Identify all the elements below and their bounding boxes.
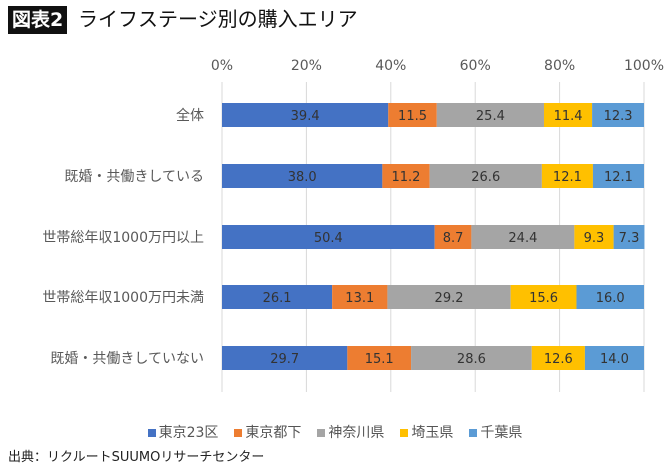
bar-segment [592, 103, 644, 127]
x-tick-label: 100% [624, 58, 664, 74]
data-label: 7.3 [619, 231, 640, 246]
bar-segment [387, 285, 511, 309]
legend-item: 千葉県 [469, 425, 522, 441]
bar-segment [541, 164, 593, 188]
legend-swatch [234, 429, 243, 437]
data-label: 14.0 [600, 352, 629, 367]
bar-segment [584, 346, 644, 370]
data-label: 8.7 [443, 231, 464, 246]
data-label: 39.4 [291, 109, 320, 124]
data-label: 28.6 [457, 352, 486, 367]
bar-segment [613, 225, 645, 249]
bar-segment [388, 103, 437, 127]
data-label: 12.1 [553, 170, 582, 185]
data-label: 29.2 [435, 291, 464, 306]
legend-label: 埼玉県 [411, 425, 454, 441]
bar-segment [411, 346, 532, 370]
bar-segment [222, 103, 389, 127]
bar-segment [436, 103, 544, 127]
x-tick-label: 60% [460, 58, 491, 74]
legend-swatch [400, 429, 409, 437]
bar-segment [222, 164, 383, 188]
category-label: 既婚・共働きしていない [50, 351, 204, 367]
bar-segment [592, 164, 644, 188]
bar-segment [434, 225, 472, 249]
legend-label: 千葉県 [480, 425, 523, 441]
data-label: 11.4 [554, 109, 583, 124]
data-label: 9.3 [584, 231, 605, 246]
data-label: 50.4 [314, 231, 343, 246]
data-label: 12.1 [604, 170, 633, 185]
category-label: 既婚・共働きしている [64, 169, 204, 185]
data-label: 12.6 [544, 352, 573, 367]
bar-segment [531, 346, 585, 370]
bar-segment [510, 285, 577, 309]
legend-item: 神奈川県 [317, 425, 384, 441]
data-label: 15.6 [529, 291, 558, 306]
legend-item: 東京都下 [234, 425, 301, 441]
legend-swatch [469, 429, 478, 437]
bar-segment [222, 285, 333, 309]
data-label: 11.5 [398, 109, 427, 124]
x-tick-label: 80% [544, 58, 575, 74]
category-label: 世帯総年収1000万円以上 [42, 230, 204, 246]
source-note: 出典：リクルートSUUMOリサーチセンター [8, 450, 265, 465]
data-label: 13.1 [345, 291, 374, 306]
plot-area: 0% 20% 40% 60% 80% 100% 全体 39.4 11.5 25.4 11.4 12.3… [42, 58, 664, 392]
x-tick-label: 20% [291, 58, 322, 74]
x-tick-label: 0% [211, 58, 233, 74]
bar-segment [382, 164, 430, 188]
data-label: 38.0 [288, 170, 317, 185]
data-label: 24.4 [508, 231, 537, 246]
legend-swatch [317, 429, 326, 437]
legend: 東京23区 東京都下 神奈川県 埼玉県 千葉県 [0, 422, 670, 442]
data-label: 29.7 [270, 352, 299, 367]
data-label: 15.1 [365, 352, 394, 367]
bar-segment [332, 285, 388, 309]
legend-label: 東京23区 [158, 425, 219, 441]
bar-segment [429, 164, 542, 188]
legend-item: 東京23区 [147, 425, 219, 441]
bar-segment [222, 346, 348, 370]
bar-segment [222, 225, 435, 249]
figure-badge: 図表2 [8, 6, 68, 34]
category-label: 世帯総年収1000万円未満 [42, 290, 204, 306]
data-label: 26.6 [471, 170, 500, 185]
legend-swatch [147, 429, 156, 437]
data-label: 12.3 [604, 109, 633, 124]
category-label: 全体 [176, 107, 204, 124]
data-label: 26.1 [263, 291, 292, 306]
legend-label: 東京都下 [245, 425, 302, 441]
legend-label: 神奈川県 [328, 425, 385, 441]
legend-item: 埼玉県 [400, 425, 453, 441]
chart-title: ライフステージ別の購入エリア [78, 7, 358, 31]
bar-segment [347, 346, 412, 370]
bar-segment [574, 225, 614, 249]
bar-segment [543, 103, 593, 127]
data-label: 11.2 [392, 170, 421, 185]
data-label: 16.0 [596, 291, 625, 306]
data-label: 25.4 [476, 109, 505, 124]
x-tick-label: 40% [375, 58, 406, 74]
bar-segment [576, 285, 644, 309]
bar-segment [471, 225, 575, 249]
